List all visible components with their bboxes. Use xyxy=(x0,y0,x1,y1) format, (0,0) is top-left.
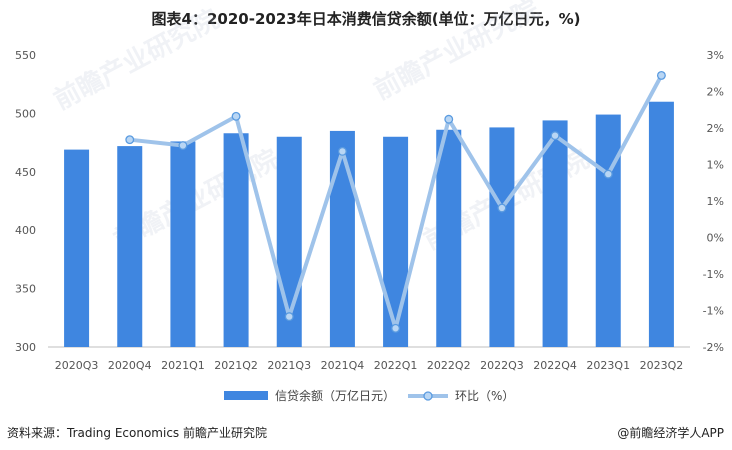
left-tick-label: 450 xyxy=(15,166,36,179)
x-tick-label: 2021Q3 xyxy=(267,359,311,372)
x-axis: 2020Q3 2020Q4 2021Q1 2021Q2 2021Q3 2021Q4 2022… xyxy=(55,359,683,372)
watermark-text: 前瞻产业研究院 xyxy=(49,3,224,116)
line-point xyxy=(497,203,507,213)
x-tick-label: 2023Q1 xyxy=(586,359,630,372)
x-tick-label: 2023Q2 xyxy=(640,359,684,372)
left-tick-label: 350 xyxy=(15,283,36,296)
bar xyxy=(489,127,515,347)
line-point xyxy=(284,312,294,322)
right-tick-label: -1% xyxy=(703,305,724,318)
x-tick-label: 2022Q3 xyxy=(480,359,524,372)
legend-bar-label: 信贷余额（万亿日元） xyxy=(275,388,395,403)
right-tick-label: 2% xyxy=(707,122,724,135)
line-point xyxy=(603,169,613,179)
legend-line-marker xyxy=(423,391,433,401)
line-point xyxy=(444,114,454,124)
legend-line-label: 环比（%） xyxy=(455,389,514,403)
line-point xyxy=(391,323,401,333)
left-tick-label: 400 xyxy=(15,224,36,237)
x-tick-label: 2021Q2 xyxy=(214,359,258,372)
source-note: 资料来源：Trading Economics 前瞻产业研究院 xyxy=(7,426,267,440)
bar xyxy=(383,136,409,347)
bar xyxy=(595,114,621,348)
bar xyxy=(542,120,568,348)
chart-title: 图表4：2020-2023年日本消费信贷余额(单位：万亿日元，%) xyxy=(151,10,581,28)
bar xyxy=(329,130,355,347)
right-tick-label: 1% xyxy=(707,159,724,172)
right-tick-label: -2% xyxy=(703,341,724,354)
watermark-text: 前瞻产业研究院 xyxy=(369,0,544,106)
left-tick-label: 300 xyxy=(15,341,36,354)
x-tick-label: 2020Q3 xyxy=(55,359,99,372)
line-series xyxy=(125,70,666,333)
right-tick-label: 3% xyxy=(707,49,724,62)
line-point xyxy=(178,141,188,150)
brand-note: @前瞻经济学人APP xyxy=(617,426,724,440)
line-point xyxy=(550,131,560,141)
left-axis: 300 350 400 450 500 550 xyxy=(15,49,36,354)
right-tick-label: 1% xyxy=(707,195,724,208)
right-axis: -2% -1% -1% 0% 1% 1% 2% 2% 3% xyxy=(703,49,724,354)
line-point xyxy=(231,111,241,121)
right-tick-label: -1% xyxy=(703,268,724,281)
left-tick-label: 550 xyxy=(15,49,36,62)
x-tick-label: 2021Q4 xyxy=(321,359,365,372)
x-tick-label: 2021Q1 xyxy=(161,359,205,372)
bar xyxy=(64,149,90,347)
legend-bar-swatch xyxy=(224,391,268,400)
bar xyxy=(117,146,143,347)
bar xyxy=(223,133,249,347)
x-tick-label: 2020Q4 xyxy=(108,359,152,372)
x-tick-label: 2022Q4 xyxy=(533,359,577,372)
line-point xyxy=(337,146,347,156)
right-tick-label: 0% xyxy=(707,232,724,245)
bar xyxy=(648,101,674,347)
x-tick-label: 2022Q2 xyxy=(427,359,471,372)
right-tick-label: 2% xyxy=(707,86,724,99)
bar-series xyxy=(64,101,674,348)
line-point xyxy=(125,135,135,145)
left-tick-label: 500 xyxy=(15,107,36,120)
legend: 信贷余额（万亿日元） 环比（%） xyxy=(224,388,514,403)
line-point xyxy=(656,70,666,80)
bar xyxy=(436,129,462,347)
x-tick-label: 2022Q1 xyxy=(374,359,418,372)
bar xyxy=(170,141,196,347)
